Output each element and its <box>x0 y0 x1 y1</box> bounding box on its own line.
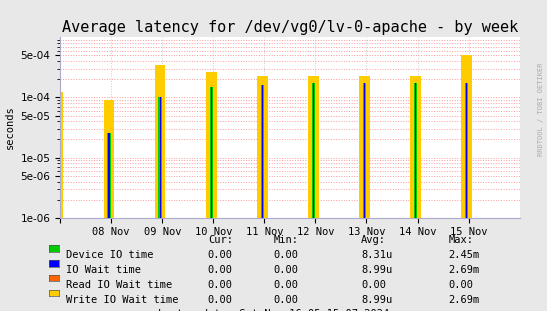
Bar <box>261 85 263 218</box>
Bar <box>56 97 60 218</box>
Text: RRDTOOL / TOBI OETIKER: RRDTOOL / TOBI OETIKER <box>538 62 544 156</box>
Bar <box>210 87 213 218</box>
Text: 2.69m: 2.69m <box>449 265 480 275</box>
Text: 0.00: 0.00 <box>449 280 474 290</box>
Y-axis label: seconds: seconds <box>5 106 15 149</box>
Bar <box>359 76 370 218</box>
Bar <box>308 76 319 218</box>
Bar <box>211 87 212 218</box>
Text: 2.45m: 2.45m <box>449 250 480 260</box>
Text: 0.00: 0.00 <box>361 280 386 290</box>
Text: IO Wait time: IO Wait time <box>66 265 141 275</box>
Bar <box>159 97 162 218</box>
Bar <box>260 85 264 218</box>
Title: Average latency for /dev/vg0/lv-0-apache - by week: Average latency for /dev/vg0/lv-0-apache… <box>62 20 518 35</box>
Text: 0.00: 0.00 <box>208 280 233 290</box>
Bar <box>363 83 366 218</box>
Bar <box>155 65 166 218</box>
Text: Max:: Max: <box>449 235 474 245</box>
Bar <box>313 83 314 218</box>
Text: 8.99u: 8.99u <box>361 295 392 304</box>
Bar <box>465 83 468 218</box>
Bar <box>415 83 416 218</box>
Bar <box>461 55 472 218</box>
Bar <box>104 100 114 218</box>
Text: Write IO Wait time: Write IO Wait time <box>66 295 178 304</box>
Text: 0.00: 0.00 <box>208 250 233 260</box>
Bar <box>257 76 267 218</box>
Bar <box>466 83 467 218</box>
Bar <box>107 132 111 218</box>
Text: 0.00: 0.00 <box>274 280 299 290</box>
Text: Min:: Min: <box>274 235 299 245</box>
Bar <box>410 76 421 218</box>
Text: Last update: Sat Nov 16 05:15:07 2024: Last update: Sat Nov 16 05:15:07 2024 <box>158 309 389 311</box>
Text: 0.00: 0.00 <box>274 250 299 260</box>
Text: Read IO Wait time: Read IO Wait time <box>66 280 172 290</box>
Bar <box>364 83 365 218</box>
Text: 0.00: 0.00 <box>208 295 233 304</box>
Text: 2.69m: 2.69m <box>449 295 480 304</box>
Text: 0.00: 0.00 <box>274 295 299 304</box>
Bar <box>160 97 161 218</box>
Text: Cur:: Cur: <box>208 235 233 245</box>
Bar <box>57 97 59 218</box>
Bar <box>206 72 217 218</box>
Text: 8.99u: 8.99u <box>361 265 392 275</box>
Text: Avg:: Avg: <box>361 235 386 245</box>
Text: Device IO time: Device IO time <box>66 250 153 260</box>
Text: 0.00: 0.00 <box>208 265 233 275</box>
Text: 8.31u: 8.31u <box>361 250 392 260</box>
Text: 0.00: 0.00 <box>274 265 299 275</box>
Bar <box>312 83 315 218</box>
Bar <box>108 132 110 218</box>
Bar <box>414 83 417 218</box>
Bar <box>53 92 63 218</box>
